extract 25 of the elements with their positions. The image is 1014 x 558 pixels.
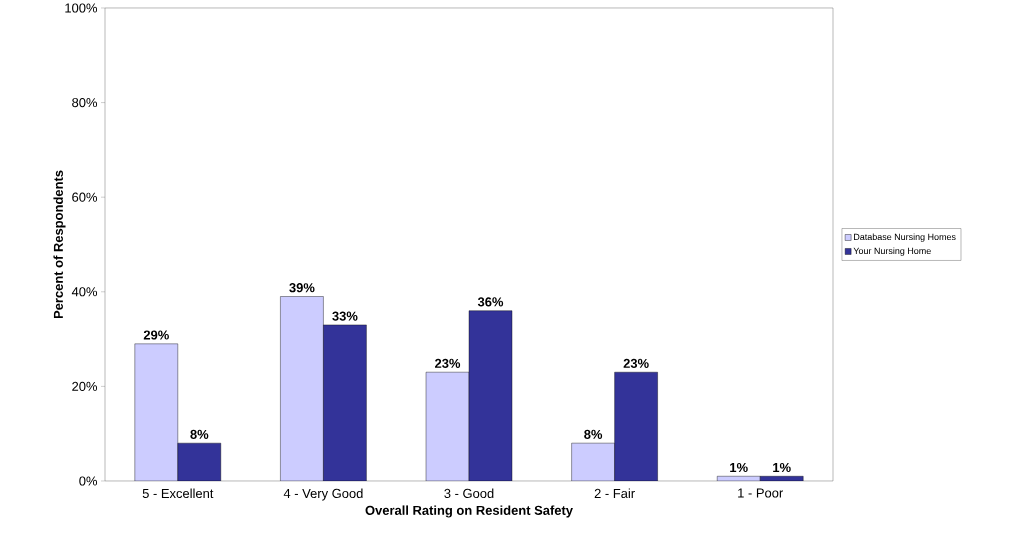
y-axis-title: Percent of Respondents bbox=[53, 170, 66, 319]
y-tick-label: 60% bbox=[72, 192, 98, 202]
y-tick-label: 80% bbox=[72, 98, 98, 108]
data-label: 29% bbox=[143, 330, 169, 340]
y-tick-label: 100% bbox=[65, 3, 98, 13]
data-label: 8% bbox=[584, 429, 603, 439]
data-label: 39% bbox=[289, 283, 315, 293]
x-axis-title: Overall Rating on Resident Safety bbox=[365, 505, 573, 518]
data-label: 33% bbox=[332, 311, 358, 321]
legend-label: Your Nursing Home bbox=[853, 247, 931, 256]
data-label: 8% bbox=[190, 429, 209, 439]
data-label: 1% bbox=[730, 462, 748, 473]
y-tick-label: 0% bbox=[79, 476, 98, 486]
y-tick-label: 20% bbox=[72, 381, 98, 391]
x-tick-label: 4 - Very Good bbox=[283, 488, 363, 501]
data-label: 23% bbox=[435, 358, 461, 368]
x-tick-label: 1 - Poor bbox=[738, 488, 784, 498]
x-tick-label: 3 - Good bbox=[444, 488, 494, 499]
x-tick-label: 2 - Fair bbox=[594, 488, 635, 499]
data-label: 36% bbox=[477, 297, 504, 307]
legend-label: Database Nursing Homes bbox=[854, 233, 956, 242]
y-tick-label: 40% bbox=[71, 287, 98, 297]
data-label: 23% bbox=[623, 358, 649, 368]
x-tick-label: 5 - Excellent bbox=[142, 488, 214, 499]
data-label: 1% bbox=[773, 462, 791, 473]
